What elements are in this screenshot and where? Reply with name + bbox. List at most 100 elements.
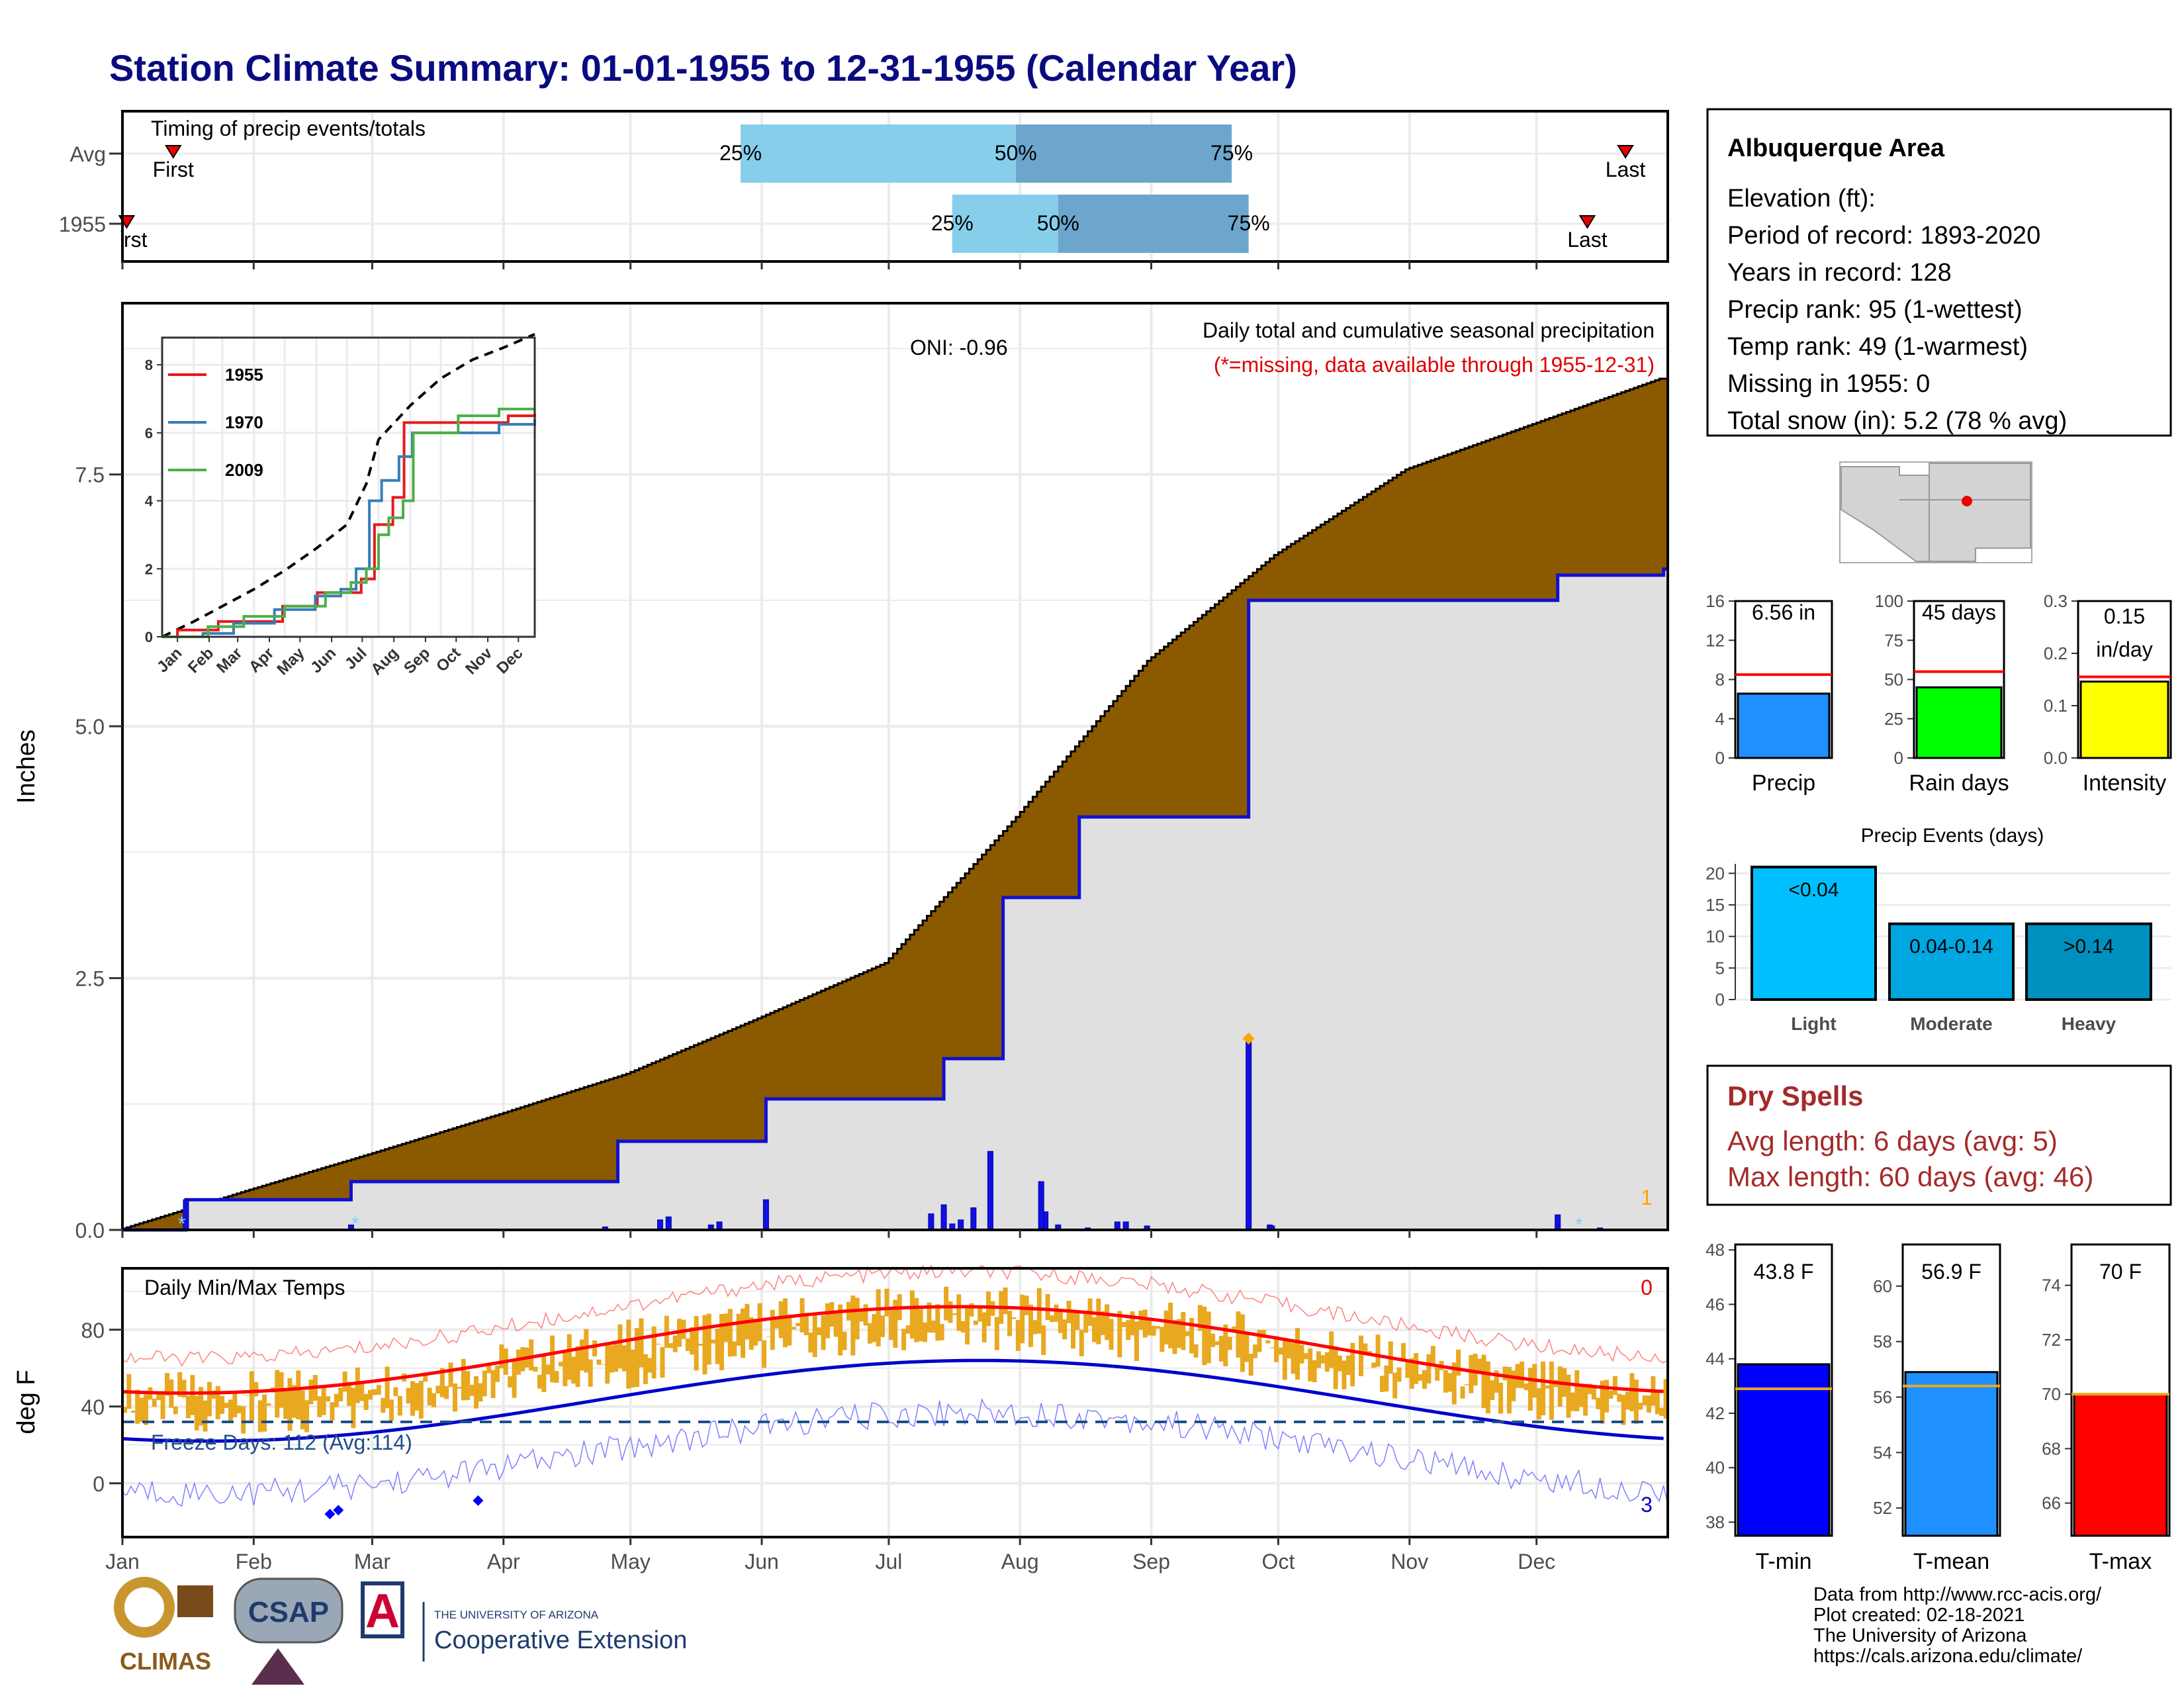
- timing-q25-q50-bar: [741, 124, 1016, 183]
- daily-temp-bar: [1185, 1331, 1190, 1336]
- map-region: [1841, 463, 2031, 562]
- daily-temp-bar: [833, 1311, 839, 1337]
- last-event-label: Last: [1567, 228, 1608, 252]
- inset-y-tick: 0: [145, 629, 153, 645]
- daily-temp-bar: [435, 1385, 441, 1394]
- daily-temp-bar: [1189, 1317, 1195, 1354]
- daily-temp-bar: [418, 1380, 424, 1419]
- daily-temp-bar: [1147, 1319, 1152, 1336]
- dry-spells-title: Dry Spells: [1727, 1080, 1863, 1111]
- daily-temp-bar: [211, 1390, 216, 1399]
- climas-logo-icon: [114, 1577, 175, 1638]
- daily-temp-bar: [1117, 1311, 1122, 1358]
- daily-temp-bar: [1418, 1374, 1423, 1381]
- daily-temp-bar: [291, 1385, 296, 1418]
- daily-temp-bar: [1464, 1384, 1469, 1385]
- daily-temp-bar: [1494, 1370, 1499, 1393]
- daily-temp-bar: [1257, 1329, 1262, 1352]
- daily-temp-bar: [1287, 1340, 1292, 1359]
- daily-temp-bar: [872, 1314, 877, 1342]
- station-info-line: Temp rank: 49 (1-warmest): [1727, 333, 2028, 361]
- daily-temp-bar: [1375, 1335, 1381, 1367]
- daily-temp-bar: [1338, 1355, 1343, 1372]
- daily-temp-bar: [452, 1383, 457, 1412]
- daily-temp-bar: [245, 1395, 250, 1396]
- temp-bar-category: T-max: [2089, 1549, 2152, 1574]
- obs-cumulative-line: [122, 567, 1668, 1232]
- daily-temp-bar: [1155, 1326, 1160, 1329]
- timing-p75-label: 75%: [1228, 211, 1270, 235]
- daily-temp-bar: [766, 1336, 771, 1337]
- daily-temp-bar: [266, 1403, 271, 1406]
- daily-temp-bar: [1291, 1342, 1296, 1374]
- temp-bar-tick: 38: [1706, 1512, 1725, 1532]
- daily-temp-bar: [1655, 1391, 1660, 1415]
- month-axis-label: May: [610, 1550, 650, 1573]
- ua-logo-icon: [361, 1581, 404, 1638]
- coop-extension-label: Cooperative Extension: [434, 1626, 687, 1654]
- daily-temp-bar: [1020, 1294, 1025, 1344]
- station-info-line: Years in record: 128: [1727, 259, 1952, 287]
- daily-temp-bar: [796, 1323, 801, 1327]
- events-y-tick: 5: [1715, 958, 1725, 978]
- daily-temp-bar: [1045, 1293, 1050, 1321]
- daily-temp-bar: [1481, 1354, 1486, 1408]
- ua-name: THE UNIVERSITY OF ARIZONA: [434, 1609, 599, 1621]
- daily-temp-bar: [296, 1370, 301, 1420]
- daily-temp-bar: [774, 1317, 780, 1329]
- dry-spells-max: Max length: 60 days (avg: 46): [1727, 1161, 2093, 1192]
- daily-temp-bar: [1502, 1366, 1508, 1381]
- timing-q50-q75-bar: [1058, 195, 1249, 253]
- clip-mask: [0, 232, 121, 258]
- mini-bar-tick: 12: [1706, 630, 1725, 650]
- daily-temp-bar: [206, 1382, 212, 1417]
- daily-temp-bar: [351, 1387, 356, 1429]
- avg-min-temp-line: [122, 1358, 1664, 1443]
- temp-bar-tick: 44: [1706, 1349, 1725, 1369]
- daily-temp-bar: [694, 1316, 699, 1371]
- daily-temp-bar: [457, 1387, 462, 1389]
- precip-y-tick: 0.0: [75, 1219, 105, 1243]
- month-axis-label: Oct: [1262, 1550, 1295, 1573]
- daily-temp-bar: [901, 1329, 907, 1350]
- mini-bar-tick: 50: [1884, 670, 1903, 690]
- daily-temp-bar: [630, 1349, 635, 1387]
- daily-temp-bar: [533, 1366, 538, 1372]
- daily-temp-bar: [355, 1367, 360, 1403]
- max-precip-marker: [1242, 1032, 1255, 1045]
- daily-temp-bar: [1265, 1340, 1271, 1344]
- daily-temp-bar: [215, 1385, 220, 1419]
- timing-q25-q50-bar: [952, 195, 1058, 253]
- daily-temp-bar: [1163, 1310, 1169, 1345]
- temp-bar-value: [1904, 1371, 1999, 1537]
- daily-temp-bar: [385, 1366, 390, 1409]
- daily-temp-bar: [719, 1314, 725, 1370]
- daily-temp-bar: [1299, 1344, 1304, 1364]
- daily-temp-bar: [1274, 1336, 1279, 1362]
- daily-temp-bar: [927, 1302, 932, 1333]
- daily-temp-bar: [241, 1406, 246, 1434]
- daily-temp-bar: [605, 1344, 610, 1384]
- daily-temp-bar: [1549, 1361, 1554, 1420]
- temp-bar-tick: 72: [2042, 1330, 2061, 1350]
- timing-title: Timing of precip events/totals: [151, 117, 426, 140]
- daily-temp-bar: [1105, 1304, 1110, 1340]
- daily-temp-bar: [1600, 1380, 1605, 1424]
- credit-line: The University of Arizona: [1813, 1625, 2027, 1646]
- daily-temp-bar: [1345, 1355, 1351, 1376]
- daily-temp-bar: [376, 1385, 381, 1395]
- last-event-marker: [1578, 215, 1596, 229]
- event-bar: [2025, 922, 2152, 1002]
- temp-bar-value: [1737, 1363, 1831, 1537]
- daily-temp-bar: [122, 1407, 127, 1413]
- daily-temp-bar: [909, 1290, 915, 1338]
- daily-temp-bar: [1422, 1370, 1427, 1389]
- event-category: Light: [1791, 1013, 1836, 1034]
- temp-bar-tick: 60: [1873, 1276, 1892, 1296]
- daily-temp-bar: [778, 1301, 784, 1338]
- daily-precip-bar: [665, 1216, 672, 1231]
- last-event-label: Last: [1606, 158, 1646, 181]
- daily-temp-bar: [1587, 1383, 1592, 1395]
- mini-bar-tick: 25: [1884, 709, 1903, 729]
- daily-temp-bar: [753, 1321, 758, 1346]
